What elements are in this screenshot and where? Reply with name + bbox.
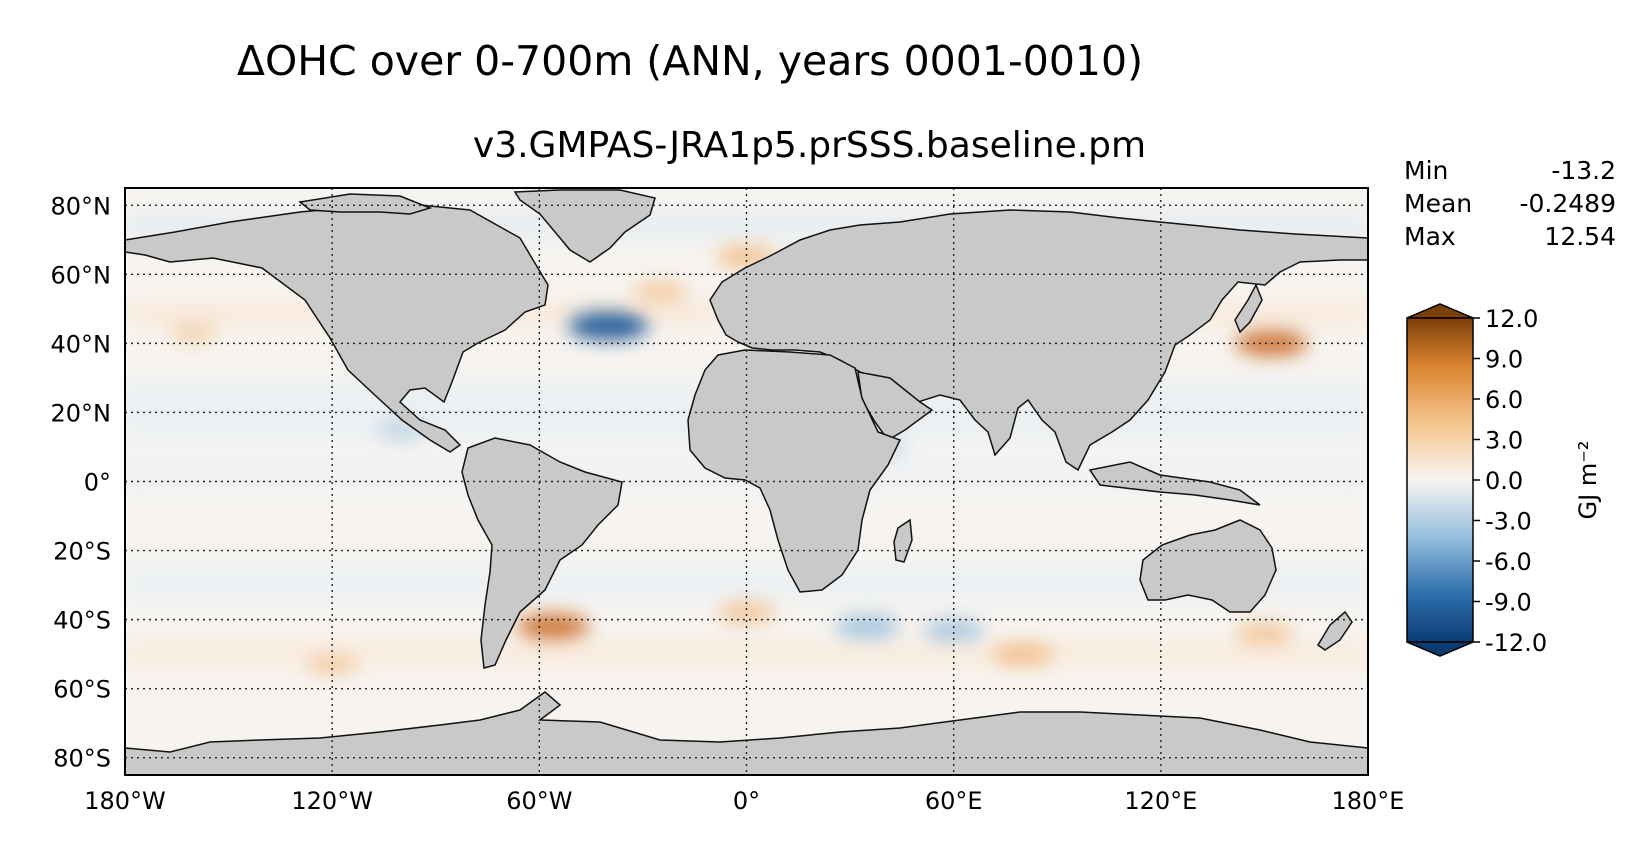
lon-tick-labels: 180°W 120°W 60°W 0° 60°E 120°E 180°E bbox=[84, 787, 1404, 815]
stat-max-label: Max bbox=[1404, 222, 1456, 251]
anomaly-blob bbox=[991, 642, 1054, 666]
anomaly-blob bbox=[306, 654, 358, 675]
gridlines bbox=[125, 188, 1368, 775]
stat-mean-label: Mean bbox=[1404, 189, 1473, 218]
lat-tick-label: 60°S bbox=[53, 676, 111, 704]
land-southeast-asia-islands bbox=[1088, 461, 1261, 506]
anomaly-blob bbox=[717, 601, 776, 624]
lon-tick-label: 120°W bbox=[291, 787, 373, 815]
lat-tick-label: 0° bbox=[84, 469, 111, 497]
stat-min-label: Min bbox=[1404, 156, 1449, 185]
figure-title: ΔOHC over 0-700m (ANN, years 0001-0010) bbox=[236, 37, 1144, 85]
colorbar-tick-label: 12.0 bbox=[1485, 305, 1538, 333]
stat-mean-value: -0.2489 bbox=[1519, 189, 1617, 218]
map-subtitle: v3.GMPAS-JRA1p5.prSSS.baseline.pm bbox=[472, 125, 1147, 166]
anomaly-blob bbox=[170, 323, 218, 343]
lat-tick-label: 80°S bbox=[53, 745, 111, 773]
anomaly-blob bbox=[834, 614, 901, 639]
colorbar-tick-label: 3.0 bbox=[1485, 427, 1523, 455]
map-area bbox=[125, 188, 1368, 775]
land-africa bbox=[687, 349, 902, 593]
stat-min-value: -13.2 bbox=[1551, 156, 1616, 185]
stats-panel: Min -13.2 Mean -0.2489 Max 12.54 bbox=[1404, 154, 1616, 253]
stat-mean: Mean -0.2489 bbox=[1404, 187, 1616, 220]
colorbar-label: GJ m⁻² bbox=[1574, 441, 1602, 520]
lon-tick-label: 0° bbox=[733, 787, 760, 815]
colorbar-upper-extend bbox=[1406, 303, 1474, 319]
lon-tick-label: 180°W bbox=[84, 787, 166, 815]
lon-tick-label: 60°W bbox=[506, 787, 572, 815]
map-frame bbox=[124, 187, 1369, 776]
lat-tick-label: 20°N bbox=[51, 399, 112, 427]
colorbar-lower-extend bbox=[1406, 641, 1474, 657]
colorbar-tick-label: 9.0 bbox=[1485, 346, 1523, 374]
stat-max: Max 12.54 bbox=[1404, 220, 1616, 253]
colorbar-tick-label: -12.0 bbox=[1485, 629, 1547, 657]
lon-tick-label: 180°E bbox=[1332, 787, 1405, 815]
colorbar-ticks: 12.0 9.0 6.0 3.0 0.0 -3.0 -6.0 -9.0 -12.0 bbox=[1473, 305, 1547, 657]
anomaly-blob bbox=[922, 618, 985, 642]
lon-tick-label: 60°E bbox=[925, 787, 983, 815]
land-south-america bbox=[461, 437, 623, 669]
anomaly-blob bbox=[1235, 622, 1294, 645]
land-arctic-islands bbox=[298, 193, 433, 215]
land-australia bbox=[1139, 519, 1277, 613]
colorbar-tick-label: 0.0 bbox=[1485, 467, 1523, 495]
land-antarctica bbox=[125, 691, 1368, 775]
stat-min: Min -13.2 bbox=[1404, 154, 1616, 187]
anomaly-blob bbox=[568, 312, 649, 341]
stat-max-value: 12.54 bbox=[1544, 222, 1616, 251]
lat-tick-label: 40°N bbox=[51, 330, 112, 358]
lat-tick-label: 20°S bbox=[53, 538, 111, 566]
colorbar-tick-label: -3.0 bbox=[1485, 508, 1532, 536]
lon-tick-label: 120°E bbox=[1124, 787, 1197, 815]
anomaly-blob bbox=[516, 613, 590, 640]
colorbar-tick-label: 6.0 bbox=[1485, 386, 1523, 414]
colorbar-tick-label: -6.0 bbox=[1485, 548, 1532, 576]
lat-tick-label: 60°N bbox=[51, 261, 112, 289]
land-japan bbox=[1234, 283, 1263, 334]
land-madagascar bbox=[893, 518, 913, 563]
colorbar-body bbox=[1406, 317, 1474, 643]
lat-tick-label: 80°N bbox=[51, 192, 112, 220]
land-new-zealand bbox=[1317, 610, 1353, 651]
land bbox=[125, 189, 1368, 775]
anomaly-layer bbox=[170, 245, 1308, 675]
colorbar-tick-label: -9.0 bbox=[1485, 589, 1532, 617]
lat-tick-label: 40°S bbox=[53, 607, 111, 635]
lat-tick-labels: 80°N 60°N 40°N 20°N 0° 20°S 40°S 60°S 80°S bbox=[51, 192, 112, 772]
land-north-america bbox=[125, 203, 549, 453]
colorbar: 12.0 9.0 6.0 3.0 0.0 -3.0 -6.0 -9.0 -12.0 GJ m⁻² bbox=[1406, 303, 1602, 657]
anomaly-blob bbox=[633, 281, 688, 303]
